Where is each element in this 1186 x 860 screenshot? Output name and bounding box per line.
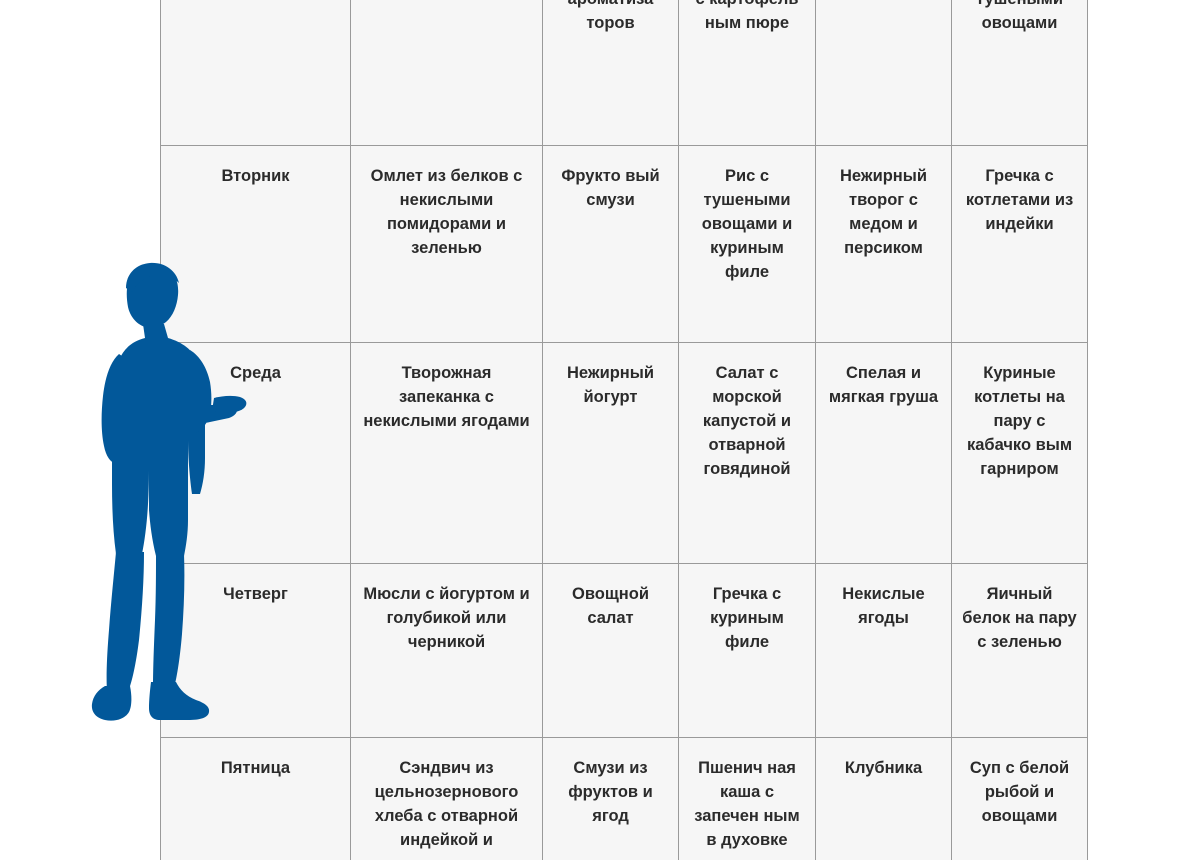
snack1-cell: Овощной салат xyxy=(542,563,679,738)
dinner-cell: Суп с белой рыбой и овощами xyxy=(951,737,1088,860)
snack2-cell: Клубника xyxy=(815,737,952,860)
breakfast-cell: Мюсли с йогуртом и голубикой или чернико… xyxy=(350,563,543,738)
lunch-cell: филе на пару с картофель ным пюре xyxy=(678,0,816,146)
dinner-cell: Куриные котлеты на пару с кабачко вым га… xyxy=(951,342,1088,564)
snack1-cell: Смузи из фруктов и ягод xyxy=(542,737,679,860)
breakfast-cell: Творожная запеканка с некислыми ягодами xyxy=(350,342,543,564)
snack2-cell: яблоко xyxy=(815,0,952,146)
lunch-cell: Гречка с куриным филе xyxy=(678,563,816,738)
snack2-cell: Спелая и мягкая груша xyxy=(815,342,952,564)
snack1-cell: Нежирный йогурт xyxy=(542,342,679,564)
dinner-cell: Яичный белок на пару с зеленью xyxy=(951,563,1088,738)
dinner-cell: Гречка с котлетами из индейки xyxy=(951,145,1088,343)
snack1-cell: йогурт без ароматиза торов xyxy=(542,0,679,146)
weekly-menu-table: с яблоком и корицей йогурт без ароматиза… xyxy=(160,0,1088,860)
dinner-cell: хек с тушеными овощами xyxy=(951,0,1088,146)
day-label: Четверг xyxy=(160,563,351,738)
table-row: Четверг Мюсли с йогуртом и голубикой или… xyxy=(160,563,1088,738)
table-row: с яблоком и корицей йогурт без ароматиза… xyxy=(160,0,1088,146)
snack1-cell: Фрукто вый смузи xyxy=(542,145,679,343)
day-label: Вторник xyxy=(160,145,351,343)
weekly-menu-table-container: с яблоком и корицей йогурт без ароматиза… xyxy=(160,0,1088,860)
snack2-cell: Нежирный творог с медом и персиком xyxy=(815,145,952,343)
day-label xyxy=(160,0,351,146)
lunch-cell: Салат с морской капустой и отварной говя… xyxy=(678,342,816,564)
breakfast-cell: Омлет из белков с некислыми помидорами и… xyxy=(350,145,543,343)
table-row: Среда Творожная запеканка с некислыми яг… xyxy=(160,342,1088,564)
table-row: Вторник Омлет из белков с некислыми поми… xyxy=(160,145,1088,343)
breakfast-cell: Сэндвич из цельнозернового хлеба с отвар… xyxy=(350,737,543,860)
table-row: Пятница Сэндвич из цельнозернового хлеба… xyxy=(160,737,1088,860)
day-label: Среда xyxy=(160,342,351,564)
lunch-cell: Рис с тушеными овощами и куриным филе xyxy=(678,145,816,343)
snack2-cell: Некислые ягоды xyxy=(815,563,952,738)
breakfast-cell: с яблоком и корицей xyxy=(350,0,543,146)
day-label: Пятница xyxy=(160,737,351,860)
lunch-cell: Пшенич ная каша с запечен ным в духовке … xyxy=(678,737,816,860)
